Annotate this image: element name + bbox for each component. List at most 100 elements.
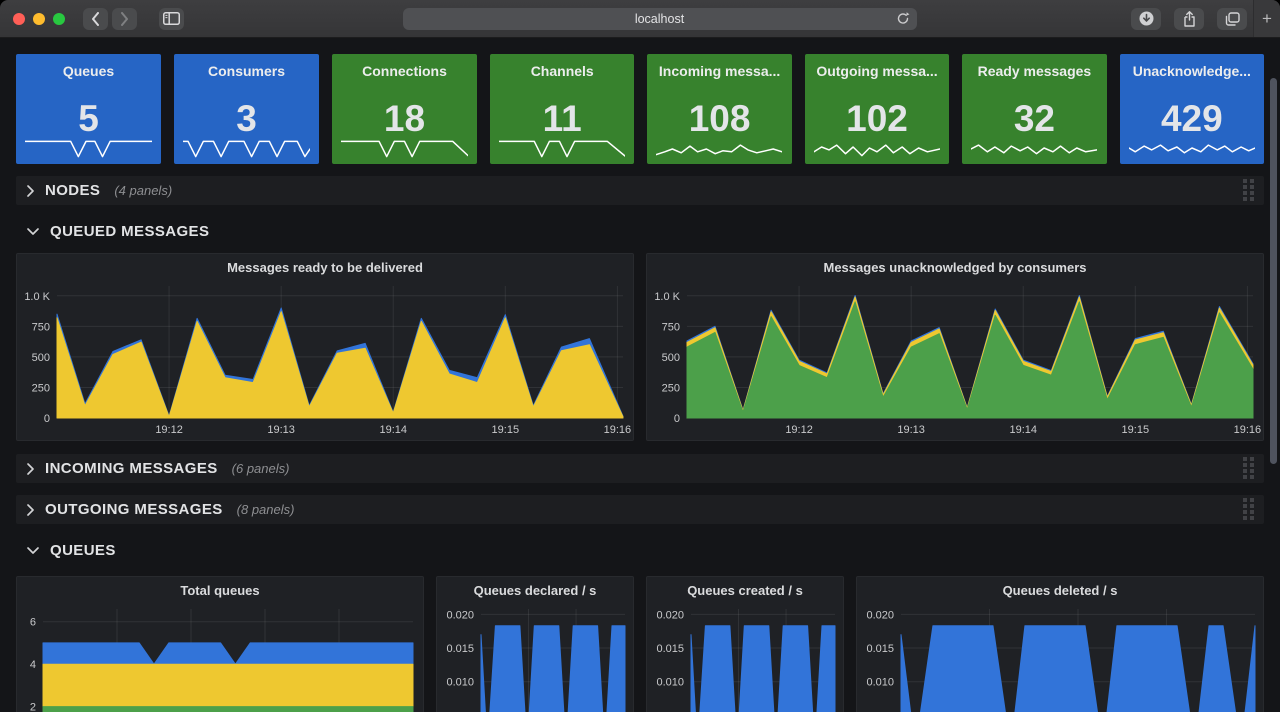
row-title: OUTGOING MESSAGES [45,501,223,518]
stat-title: Consumers [208,63,285,79]
reload-icon[interactable] [896,11,910,26]
scrollbar-thumb[interactable] [1270,78,1277,464]
sparkline [962,137,1106,164]
row-queues[interactable]: QUEUES [16,536,1264,564]
stat-panel-connections[interactable]: Connections 18 [332,54,477,164]
svg-text:0.010: 0.010 [446,677,474,689]
svg-text:1.0 K: 1.0 K [654,291,680,303]
panel-title[interactable]: Messages unacknowledged by consumers [647,254,1263,280]
panel-title[interactable]: Queues deleted / s [857,577,1263,603]
panel-queues-declared: Queues declared / s 0.0050.0100.0150.020 [436,576,634,712]
row-title: QUEUED MESSAGES [50,223,209,240]
share-button[interactable] [1174,8,1204,30]
stat-panel-queues[interactable]: Queues 5 [16,54,161,164]
svg-text:500: 500 [32,352,50,364]
sparkline [1120,137,1264,164]
stat-title: Queues [63,63,114,79]
tab-overview-button[interactable] [1217,8,1247,30]
area-chart-queues-declared[interactable]: 0.0050.0100.0150.020 [437,603,633,712]
svg-text:19:12: 19:12 [155,424,183,436]
plus-icon: + [1262,9,1272,29]
row-title: NODES [45,182,100,199]
svg-text:19:16: 19:16 [1234,424,1262,436]
stat-panel-ready-messages[interactable]: Ready messages 32 [962,54,1106,164]
svg-text:0.020: 0.020 [446,609,474,621]
panel-messages-ready: Messages ready to be delivered 19:12 19:1… [16,253,634,441]
downloads-button[interactable] [1131,8,1161,30]
svg-text:19:14: 19:14 [1009,424,1037,436]
stat-title: Ready messages [978,63,1092,79]
svg-text:0.010: 0.010 [866,677,894,689]
stat-title: Connections [362,63,447,79]
row-outgoing-messages[interactable]: OUTGOING MESSAGES (8 panels) [16,495,1264,524]
svg-text:19:12: 19:12 [785,424,813,436]
share-icon [1183,11,1196,27]
svg-text:1.0 K: 1.0 K [24,291,50,303]
svg-text:0.020: 0.020 [866,609,894,621]
back-button[interactable] [83,8,108,30]
queued-messages-charts: Messages ready to be delivered 19:12 19:1… [16,253,1264,441]
traffic-lights [13,13,65,25]
svg-text:250: 250 [662,382,680,394]
row-title: QUEUES [50,542,116,559]
sidebar-toggle-button[interactable] [159,8,184,30]
stat-panel-unacknowledged[interactable]: Unacknowledge... 429 [1120,54,1264,164]
stat-title: Outgoing messa... [816,63,937,79]
svg-text:0.010: 0.010 [656,677,684,689]
area-chart-messages-unacknowledged[interactable]: 19:1219:1319:1419:1519:1602505007501.0 K [647,280,1263,440]
grafana-dashboard: Queues 5 Consumers 3 Connections 18 Chan… [0,38,1280,712]
stat-value: 108 [689,100,751,137]
drag-handle-icon[interactable] [1243,179,1254,202]
svg-text:19:15: 19:15 [492,424,520,436]
row-panel-count: (8 panels) [237,502,295,517]
stat-panel-outgoing-messages[interactable]: Outgoing messa... 102 [805,54,949,164]
svg-text:4: 4 [30,659,36,671]
svg-text:0: 0 [674,413,680,425]
stat-value: 5 [78,100,99,137]
svg-text:19:16: 19:16 [604,424,632,436]
sparkline [490,137,634,164]
stat-title: Channels [531,63,594,79]
minimize-window-button[interactable] [33,13,45,25]
chevron-down-icon [26,227,40,236]
sparkline [647,137,791,164]
svg-text:0: 0 [44,413,50,425]
row-nodes[interactable]: NODES (4 panels) [16,176,1264,205]
new-tab-button[interactable]: + [1253,0,1280,37]
sparkline [805,137,949,164]
stat-panel-channels[interactable]: Channels 11 [490,54,634,164]
panel-queues-deleted: Queues deleted / s 0.0050.0100.0150.020 [856,576,1264,712]
zoom-window-button[interactable] [53,13,65,25]
back-icon [91,12,100,26]
queues-charts: Total queues 246 Queues declared / s 0.0… [16,576,1264,712]
row-panel-count: (4 panels) [114,183,172,198]
area-chart-total-queues[interactable]: 246 [17,603,423,712]
stat-value: 3 [236,100,257,137]
row-incoming-messages[interactable]: INCOMING MESSAGES (6 panels) [16,454,1264,483]
svg-text:6: 6 [30,617,36,629]
area-chart-queues-deleted[interactable]: 0.0050.0100.0150.020 [857,603,1263,712]
panel-title[interactable]: Total queues [17,577,423,603]
forward-icon [120,12,129,26]
svg-text:19:13: 19:13 [897,424,925,436]
sparkline [174,137,319,164]
row-queued-messages[interactable]: QUEUED MESSAGES [16,217,1264,245]
forward-button[interactable] [112,8,137,30]
close-window-button[interactable] [13,13,25,25]
chevron-down-icon [26,546,40,555]
panel-title[interactable]: Queues created / s [647,577,843,603]
stat-panel-consumers[interactable]: Consumers 3 [174,54,319,164]
row-title: INCOMING MESSAGES [45,460,218,477]
area-chart-messages-ready[interactable]: 19:1219:1319:1419:1519:1602505007501.0 K [17,280,633,440]
panel-title[interactable]: Queues declared / s [437,577,633,603]
address-bar[interactable]: localhost [403,8,917,30]
sidebar-icon [163,12,180,25]
drag-handle-icon[interactable] [1243,498,1254,521]
sparkline [16,137,161,164]
panel-title[interactable]: Messages ready to be delivered [17,254,633,280]
area-chart-queues-created[interactable]: 0.0050.0100.0150.020 [647,603,843,712]
stat-value: 11 [543,100,582,137]
stat-panel-incoming-messages[interactable]: Incoming messa... 108 [647,54,791,164]
drag-handle-icon[interactable] [1243,457,1254,480]
svg-text:0.015: 0.015 [446,643,474,655]
